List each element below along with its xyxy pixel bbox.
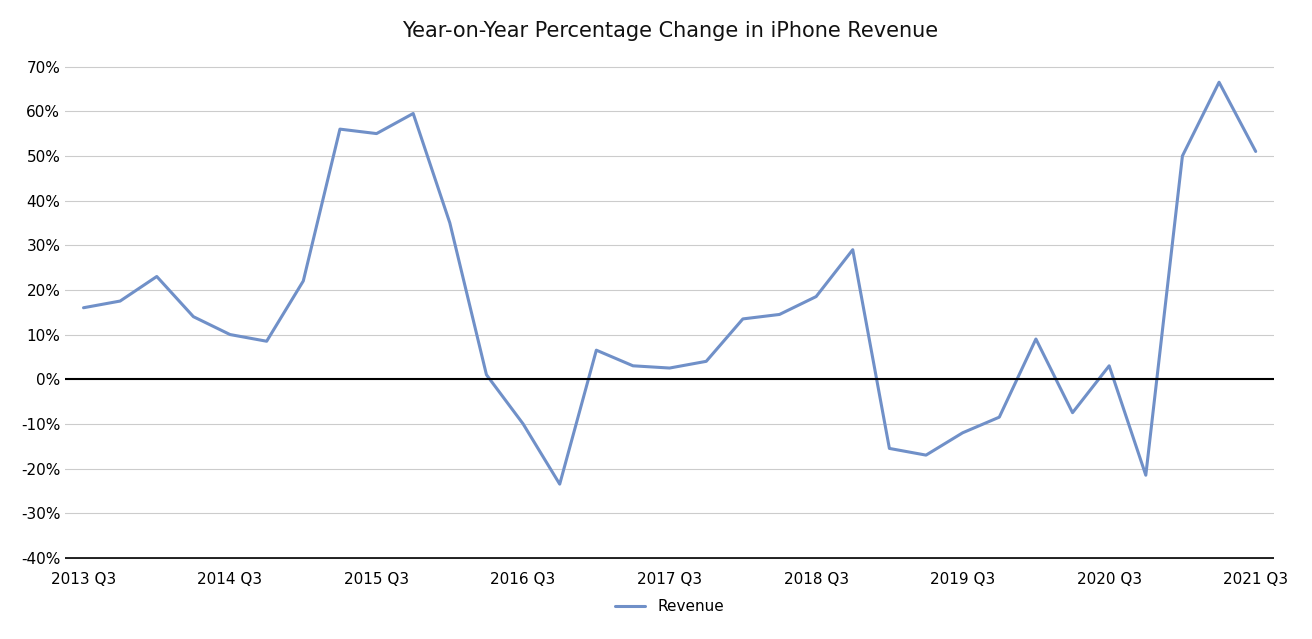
Revenue bbox=[661, 364, 677, 372]
Revenue bbox=[222, 331, 237, 339]
Revenue bbox=[148, 273, 164, 281]
Revenue bbox=[808, 293, 824, 300]
Revenue bbox=[185, 313, 201, 321]
Revenue bbox=[918, 451, 934, 459]
Revenue bbox=[369, 130, 384, 137]
Revenue bbox=[771, 311, 787, 318]
Revenue bbox=[479, 371, 495, 378]
Line: Revenue: Revenue bbox=[84, 82, 1256, 484]
Revenue bbox=[1138, 472, 1153, 479]
Revenue bbox=[1101, 362, 1117, 369]
Revenue bbox=[955, 429, 971, 436]
Revenue bbox=[442, 219, 458, 227]
Revenue bbox=[552, 481, 568, 488]
Revenue bbox=[992, 413, 1008, 421]
Revenue bbox=[1064, 409, 1080, 417]
Revenue bbox=[1029, 335, 1044, 343]
Revenue bbox=[698, 357, 714, 365]
Revenue bbox=[882, 445, 897, 452]
Revenue bbox=[295, 277, 311, 285]
Revenue bbox=[76, 304, 92, 312]
Revenue bbox=[1248, 148, 1263, 155]
Revenue bbox=[1174, 152, 1190, 160]
Revenue bbox=[113, 297, 129, 305]
Revenue bbox=[332, 125, 348, 133]
Revenue bbox=[1211, 79, 1227, 86]
Revenue bbox=[516, 420, 531, 427]
Title: Year-on-Year Percentage Change in iPhone Revenue: Year-on-Year Percentage Change in iPhone… bbox=[401, 21, 938, 41]
Revenue bbox=[735, 315, 750, 323]
Revenue bbox=[625, 362, 640, 369]
Revenue bbox=[589, 346, 605, 354]
Legend: Revenue: Revenue bbox=[609, 593, 731, 620]
Revenue bbox=[845, 246, 861, 254]
Revenue bbox=[258, 337, 274, 345]
Revenue bbox=[405, 110, 421, 118]
